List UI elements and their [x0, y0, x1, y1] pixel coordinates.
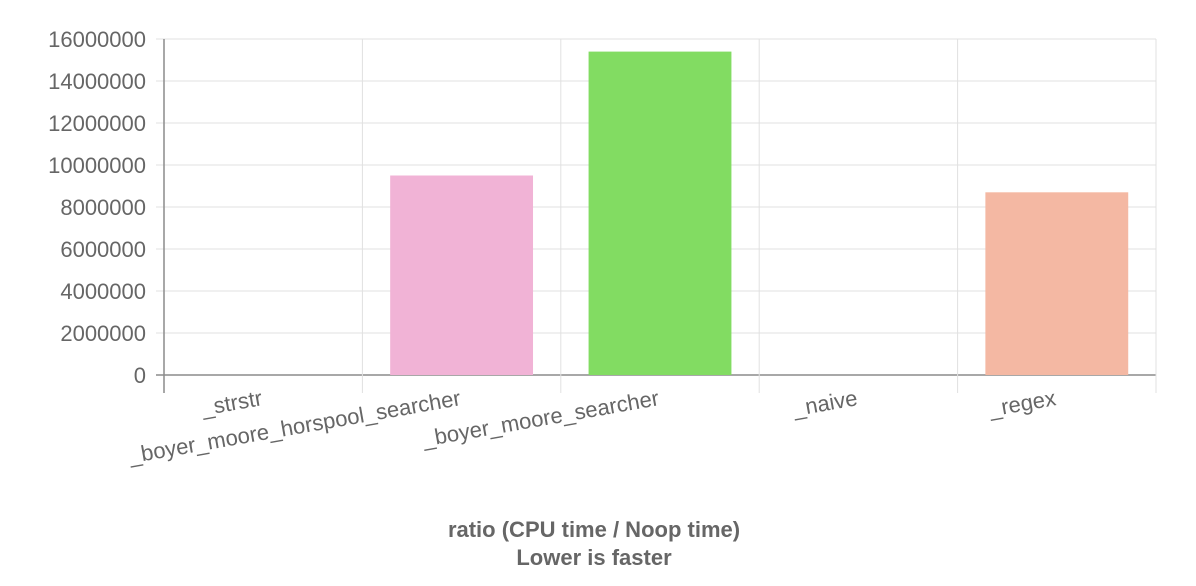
- y-tick-label: 14000000: [48, 69, 146, 94]
- x-axis-ticks: _strstr_boyer_moore_horspool_searcher_bo…: [126, 385, 1058, 468]
- x-axis-title: ratio (CPU time / Noop time): [448, 517, 740, 542]
- y-tick-label: 12000000: [48, 111, 146, 136]
- x-tick-label: _naive: [790, 385, 859, 421]
- x-tick-label: _regex: [986, 385, 1058, 421]
- bar-boyer-moore-searcher: [588, 51, 732, 375]
- bar-boyer-moore-horspool-searcher: [390, 175, 534, 375]
- bars-group: [390, 51, 1129, 375]
- bar-regex: [985, 192, 1129, 375]
- y-tick-label: 8000000: [60, 195, 146, 220]
- y-tick-label: 10000000: [48, 153, 146, 178]
- y-tick-label: 6000000: [60, 237, 146, 262]
- y-tick-label: 16000000: [48, 27, 146, 52]
- x-tick-label: _strstr: [199, 385, 265, 420]
- x-axis-subtitle: Lower is faster: [516, 545, 672, 570]
- y-tick-label: 2000000: [60, 321, 146, 346]
- y-tick-label: 4000000: [60, 279, 146, 304]
- y-axis-ticks: 0 2000000 4000000 6000000 8000000 10000000 120…: [48, 27, 146, 388]
- y-tick-label: 0: [134, 363, 146, 388]
- x-tick-label: _boyer_moore_horspool_searcher: [126, 385, 463, 468]
